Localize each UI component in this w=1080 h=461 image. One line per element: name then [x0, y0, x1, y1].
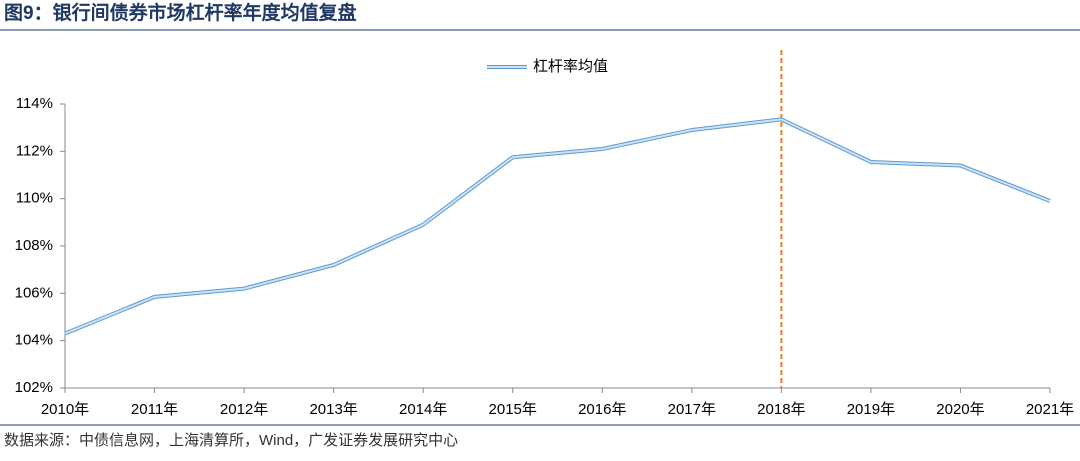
y-tick-label: 104% [15, 332, 53, 349]
y-tick-label: 110% [16, 190, 53, 207]
y-tick-label: 106% [15, 284, 53, 301]
source: 数据来源：中债信息网，上海清算所，Wind，广发证券发展研究中心 [4, 431, 458, 449]
y-tick-label: 102% [15, 379, 53, 396]
x-tick-label: 2019年 [847, 401, 895, 418]
series-outline [64, 117, 1051, 336]
y-tick-label: 114% [16, 95, 53, 112]
series-line [64, 118, 1051, 335]
legend-label: 杠杆率均值 [533, 58, 608, 75]
y-tick-label: 112% [16, 142, 53, 159]
x-tick-label: 2014年 [399, 401, 447, 418]
chart-title: 图9：银行间债券市场杠杆率年度均值复盘 [4, 1, 357, 24]
x-tick-label: 2011年 [131, 401, 178, 418]
x-tick-label: 2017年 [668, 401, 716, 418]
x-tick-label: 2016年 [578, 401, 626, 418]
x-tick-label: 2013年 [309, 401, 357, 418]
x-tick-label: 2012年 [220, 401, 268, 418]
x-tick-label: 2015年 [489, 401, 537, 418]
x-tick-label: 2018年 [757, 401, 805, 418]
x-tick-label: 2010年 [41, 401, 89, 418]
y-tick-label: 108% [15, 237, 53, 254]
x-tick-label: 2021年 [1026, 401, 1074, 418]
x-tick-label: 2020年 [936, 401, 984, 418]
